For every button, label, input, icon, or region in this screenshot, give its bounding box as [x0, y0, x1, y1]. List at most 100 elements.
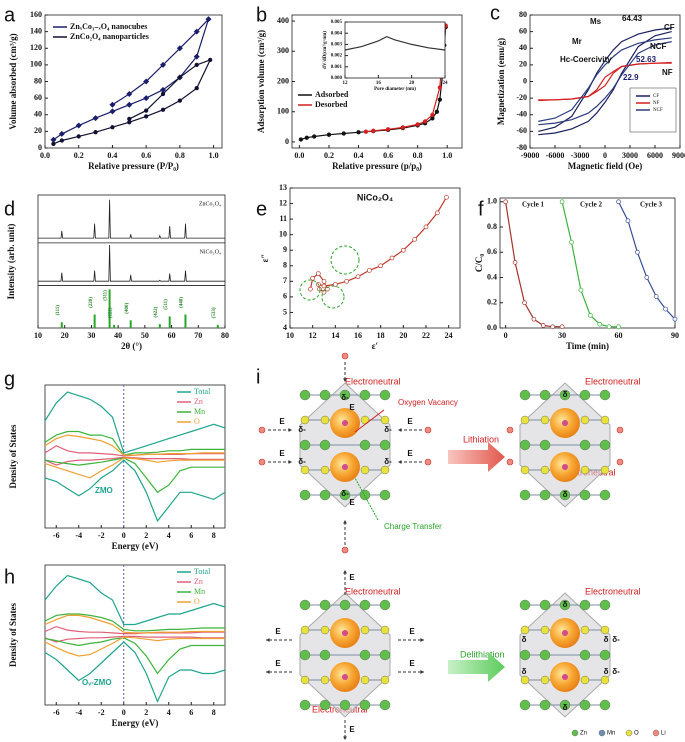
diagram-text: E [407, 417, 413, 426]
marker [177, 75, 183, 80]
arrow-head [398, 428, 402, 432]
x-tick-label: -6 [53, 531, 60, 540]
zn-atom [519, 649, 531, 661]
marker [194, 85, 199, 91]
marker [355, 274, 361, 280]
reference-label: (440) [180, 297, 185, 308]
x-axis-title: Relative pressure (P/P₀) [88, 161, 179, 171]
x-tick-label: -6000 [546, 151, 565, 160]
marker [93, 130, 98, 135]
diagram-text: δ- [298, 425, 306, 434]
marker [430, 112, 435, 117]
zn-atom [299, 389, 311, 401]
x-axis-title: 2θ (°) [121, 341, 142, 351]
y-tick-label: 20 [519, 60, 527, 69]
x-axis-title: Energy (eV) [112, 718, 159, 728]
marker [332, 282, 338, 287]
reference-label: (400) [125, 303, 130, 314]
y-tick-label: 0.8 [487, 222, 497, 231]
annotation: Mr [572, 37, 582, 46]
o-atom [300, 415, 310, 425]
marker [434, 210, 440, 216]
zn-atom [579, 439, 591, 451]
x-tick-label: -2 [98, 708, 105, 717]
x-tick-label: 40 [114, 331, 122, 340]
legend-label: O [194, 417, 200, 426]
arrow-head [398, 460, 402, 464]
x-tick-label: 30 [558, 331, 566, 340]
legend-label: CF [653, 94, 659, 99]
zn-atom [319, 439, 331, 451]
zn-atom [579, 699, 591, 711]
y-tick-label: 0.004 [331, 31, 343, 36]
cation-core [342, 464, 348, 470]
zn-atom [299, 699, 311, 711]
legend-label: Zn [194, 397, 203, 406]
x-tick-label: -9000 [521, 151, 540, 160]
subplot-label: NiCo₂O₄ [199, 249, 221, 255]
marker [531, 316, 537, 322]
legend-label: Zn [580, 731, 587, 737]
zn-atom [599, 439, 611, 451]
reference-label: (220) [89, 297, 94, 308]
x-tick-label: 0.0 [294, 151, 304, 160]
cation-core [342, 420, 348, 426]
o-atom [300, 625, 310, 635]
cation-core [562, 420, 568, 426]
reference-label: (111) [56, 305, 61, 316]
o-atom [520, 415, 530, 425]
marker [321, 283, 327, 289]
marker [635, 249, 640, 255]
zn-atom [359, 599, 371, 611]
series-line [44, 574, 226, 626]
o-atom [600, 675, 610, 685]
zn-atom [579, 649, 591, 661]
legend-label: ZnCo₂O₄ nanoparticles [70, 32, 149, 41]
marker [298, 137, 304, 142]
diagram-text: E [409, 627, 415, 636]
zn-atom [559, 389, 571, 401]
diagram-text: δ- [384, 425, 392, 434]
series-line [309, 196, 447, 293]
x-axis-title: Relative pressure (p/p₀) [332, 161, 422, 171]
y-tick-label: 6 [283, 292, 287, 301]
plot-frame [44, 384, 226, 529]
arrow-head [343, 520, 347, 524]
legend-label: NF [653, 101, 660, 106]
marker [422, 119, 428, 124]
panel-label: b [256, 4, 267, 26]
y-tick-label: 13 [279, 183, 287, 192]
reference-label: (511) [164, 299, 169, 310]
marker [326, 132, 332, 137]
marker [389, 255, 395, 261]
legend-swatch [652, 729, 660, 737]
y-axis-title: dV/dD(cm³/g·nm) [322, 31, 328, 69]
diagram-text: δ [604, 667, 609, 676]
diagram-text: E [279, 417, 285, 426]
marker [430, 116, 435, 121]
y-tick-label: 40 [519, 43, 527, 52]
zn-atom [519, 489, 531, 501]
reference-peak [158, 324, 161, 328]
o-atom [600, 415, 610, 425]
diagram-text: δ- [384, 457, 392, 466]
y-axis-title: C/C₀ [474, 254, 484, 272]
zn-atom [519, 389, 531, 401]
x-axis-title: Pore diameter (nm) [374, 87, 416, 92]
marker [625, 218, 631, 224]
y-tick-label: 0 [285, 137, 289, 146]
process-arrow [448, 652, 505, 682]
li-ion [258, 458, 266, 466]
x-tick-label: 60 [615, 331, 623, 340]
arrow-head [343, 378, 347, 382]
annotation: 64.43 [622, 14, 643, 23]
o-atom [540, 415, 550, 425]
y-axis-title: Density of States [8, 603, 18, 667]
diagram-text: E [349, 498, 355, 507]
x-tick-label: 0 [122, 708, 126, 717]
zn-atom [319, 649, 331, 661]
zn-atom [299, 649, 311, 661]
legend-label: ZnₓCo₃₋ₓO₄ nanocubes [70, 22, 147, 31]
y-tick-label: 0.001 [331, 65, 343, 70]
zn-atom [559, 599, 571, 611]
